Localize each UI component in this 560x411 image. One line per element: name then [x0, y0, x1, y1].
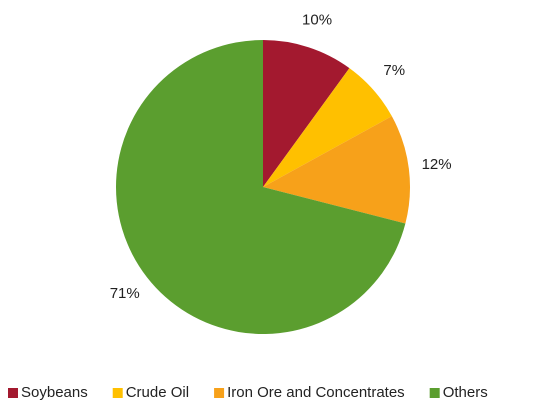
data-label: 12%: [422, 156, 452, 173]
legend-swatch: [8, 388, 18, 398]
legend-label: Iron Ore and Concentrates: [227, 384, 405, 401]
pie-slice: [115, 40, 406, 334]
legend-swatch: [214, 388, 225, 398]
legend-swatch: [429, 388, 440, 398]
pie-slice: [263, 68, 392, 187]
legend-swatch: [112, 388, 123, 398]
pie-slice: [263, 116, 410, 224]
pie-slice: [263, 40, 350, 187]
legend-label: Crude Oil: [126, 384, 189, 401]
legend-label: Others: [443, 384, 488, 401]
data-label: 10%: [302, 12, 332, 29]
data-label: 7%: [383, 62, 405, 79]
legend-label: Soybeans: [21, 384, 88, 401]
data-label: 71%: [110, 285, 140, 302]
